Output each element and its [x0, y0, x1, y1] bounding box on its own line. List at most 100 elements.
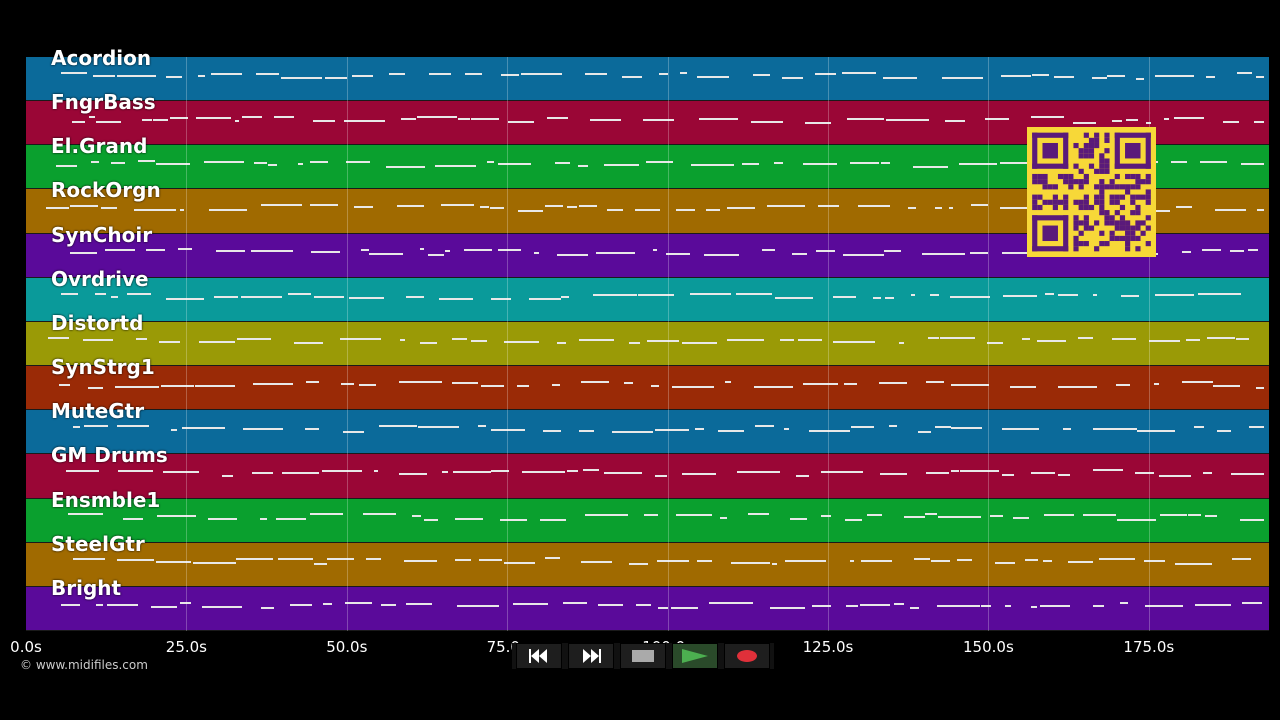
note-mark — [429, 73, 452, 76]
note-mark — [195, 116, 232, 119]
note-mark — [658, 73, 669, 75]
note-mark — [133, 209, 176, 212]
note-mark — [540, 518, 567, 521]
note-mark — [580, 380, 609, 383]
record-button[interactable] — [724, 643, 770, 669]
track-name: FngrBass — [51, 90, 156, 115]
note-mark — [791, 253, 808, 256]
note-mark — [606, 209, 624, 212]
note-mark — [256, 72, 280, 75]
tick-label: 150.0s — [963, 638, 1014, 656]
note-mark — [116, 425, 149, 427]
note-mark — [470, 118, 499, 121]
note-mark — [273, 115, 295, 118]
note-mark — [478, 559, 503, 562]
note-mark — [546, 116, 568, 119]
grid-line — [186, 57, 188, 631]
note-mark — [815, 249, 836, 252]
note-mark — [322, 470, 363, 473]
note-mark — [351, 74, 373, 77]
note-mark — [451, 337, 468, 340]
track-name: MuteGtr — [51, 399, 145, 424]
note-mark — [135, 337, 147, 340]
note-mark — [241, 295, 282, 298]
note-mark — [980, 605, 991, 608]
note-mark — [110, 162, 125, 165]
note-mark — [310, 513, 343, 516]
note-mark — [1203, 471, 1212, 474]
note-mark — [1216, 430, 1232, 433]
note-mark — [444, 249, 450, 252]
note-mark — [665, 252, 690, 255]
note-mark — [1093, 427, 1137, 430]
note-mark — [1242, 601, 1262, 604]
note-mark — [567, 469, 578, 472]
note-mark — [691, 163, 734, 166]
note-mark — [939, 336, 976, 339]
note-mark — [697, 75, 729, 78]
note-mark — [479, 206, 489, 209]
note-mark — [267, 164, 277, 167]
play-icon — [682, 649, 708, 663]
note-mark — [584, 73, 608, 76]
track-name: El.Grand — [51, 134, 148, 159]
note-mark — [894, 603, 905, 606]
note-mark — [833, 295, 857, 298]
note-mark — [1092, 293, 1098, 296]
note-mark — [180, 602, 191, 605]
note-mark — [736, 293, 773, 296]
note-mark — [508, 121, 534, 124]
note-mark — [110, 295, 119, 298]
stop-button[interactable] — [620, 643, 666, 669]
note-mark — [159, 341, 180, 344]
note-mark — [742, 163, 760, 166]
note-mark — [241, 116, 262, 119]
track-lane: Bright — [26, 576, 1269, 631]
note-mark — [1002, 473, 1015, 476]
note-mark — [790, 517, 807, 520]
note-mark — [577, 165, 589, 168]
note-mark — [498, 248, 522, 251]
note-mark — [945, 120, 966, 123]
grid-line — [828, 57, 829, 631]
note-mark — [803, 163, 837, 166]
note-mark — [847, 118, 885, 121]
note-mark — [866, 514, 882, 517]
note-mark — [910, 293, 915, 296]
note-mark — [434, 164, 477, 167]
note-mark — [634, 209, 660, 212]
note-mark — [917, 430, 932, 433]
play-button[interactable] — [672, 643, 718, 669]
grid-line — [346, 57, 348, 631]
note-mark — [987, 342, 1003, 345]
note-mark — [1202, 249, 1222, 252]
note-mark — [629, 563, 648, 566]
note-mark — [59, 383, 71, 386]
note-mark — [481, 384, 505, 387]
note-mark — [785, 559, 827, 562]
note-mark — [646, 160, 674, 163]
note-mark — [198, 74, 206, 77]
note-mark — [528, 298, 562, 301]
note-mark — [48, 337, 69, 340]
note-mark — [671, 385, 714, 388]
note-mark — [898, 341, 904, 344]
note-mark — [1120, 294, 1139, 297]
note-mark — [1255, 386, 1264, 389]
note-mark — [1053, 75, 1074, 78]
note-mark — [354, 205, 373, 208]
note-mark — [903, 515, 925, 518]
rewind-button[interactable] — [516, 643, 562, 669]
note-mark — [603, 164, 640, 167]
note-mark — [362, 513, 397, 516]
copyright-text: © www.midifiles.com — [20, 658, 148, 672]
note-mark — [706, 208, 721, 211]
note-mark — [343, 120, 385, 123]
note-mark — [122, 517, 144, 520]
note-mark — [1154, 383, 1160, 386]
note-mark — [404, 560, 437, 563]
note-mark — [880, 473, 907, 476]
fast-forward-button[interactable] — [568, 643, 614, 669]
note-mark — [812, 604, 832, 607]
note-mark — [1197, 292, 1241, 295]
